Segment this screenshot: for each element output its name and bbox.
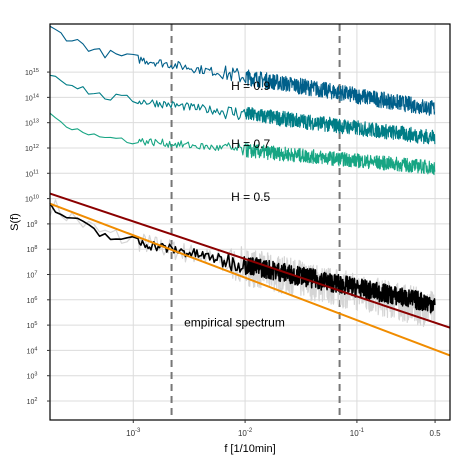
x-tick-exponent: -1 — [359, 428, 365, 434]
y-tick-base: 10 — [27, 298, 35, 305]
y-tick-exponent: 7 — [34, 271, 37, 277]
plot-background — [50, 24, 450, 420]
y-tick-exponent: 14 — [33, 93, 39, 99]
y-tick-exponent: 4 — [34, 346, 37, 352]
fit-line — [49, 192, 451, 329]
x-tick-layer: 10-3 10-2 10-1 0.5 — [126, 420, 441, 438]
y-tick-label: 1014 — [25, 93, 39, 102]
y-tick-label: 108 — [27, 245, 38, 254]
y-tick-layer: 1021031041051061071081091010101110121013… — [25, 68, 50, 406]
y-tick-base: 10 — [27, 273, 35, 280]
y-tick-label: 1012 — [25, 144, 39, 153]
fit-line — [49, 202, 451, 357]
y-tick-exponent: 8 — [34, 245, 37, 251]
y-tick-exponent: 3 — [34, 372, 37, 378]
y-tick-exponent: 9 — [34, 220, 37, 226]
y-tick-base: 10 — [25, 95, 33, 102]
y-tick-base: 10 — [27, 374, 35, 381]
y-tick-label: 102 — [27, 397, 38, 406]
fit-layer — [49, 192, 451, 357]
y-tick-exponent: 6 — [34, 296, 37, 302]
y-tick-base: 10 — [25, 171, 33, 178]
y-tick-label: 105 — [27, 321, 38, 330]
x-tick-exponent: -3 — [135, 428, 141, 434]
y-tick-exponent: 11 — [33, 169, 39, 175]
x-tick-label: 0.5 — [430, 429, 442, 438]
x-tick-label: 10-3 — [126, 428, 141, 438]
x-axis-label: f [1/10min] — [224, 443, 275, 455]
y-tick-base: 10 — [27, 323, 35, 330]
y-tick-base: 10 — [25, 197, 33, 204]
x-tick-label: 10-2 — [238, 428, 253, 438]
y-tick-label: 107 — [27, 271, 38, 280]
spectrum-series-line — [49, 25, 436, 116]
series-annotation: H = 0.9 — [231, 79, 270, 93]
spectrum-series-line — [49, 199, 436, 328]
series-annotation: empirical spectrum — [184, 315, 285, 329]
y-tick-base: 10 — [25, 146, 33, 153]
spectrum-series-line — [49, 112, 436, 176]
x-tick-exponent: -2 — [247, 428, 253, 434]
y-tick-exponent: 5 — [34, 321, 37, 327]
y-tick-exponent: 15 — [33, 68, 39, 74]
vline-layer — [170, 24, 341, 420]
x-tick-label: 10-1 — [350, 428, 365, 438]
annotation-layer: H = 0.9 H = 0.7 H = 0.5 empirical spectrum — [184, 79, 285, 330]
x-tick-base: 10 — [350, 429, 359, 438]
x-tick-base: 0.5 — [430, 429, 442, 438]
y-tick-exponent: 12 — [33, 144, 39, 150]
y-tick-exponent: 2 — [34, 397, 37, 403]
y-tick-base: 10 — [27, 348, 35, 355]
series-annotation: H = 0.5 — [231, 190, 270, 204]
x-tick-base: 10 — [238, 429, 247, 438]
y-tick-label: 103 — [27, 372, 38, 381]
plot-frame — [49, 23, 451, 421]
y-tick-exponent: 13 — [33, 119, 39, 125]
y-tick-base: 10 — [27, 222, 35, 229]
y-tick-label: 106 — [27, 296, 38, 305]
y-tick-base: 10 — [25, 121, 33, 128]
y-tick-base: 10 — [25, 70, 33, 77]
y-tick-label: 1011 — [25, 169, 39, 178]
y-tick-base: 10 — [27, 247, 35, 254]
spectrum-series-line — [49, 74, 436, 145]
x-tick-base: 10 — [126, 429, 135, 438]
series-annotation: H = 0.7 — [231, 137, 270, 151]
y-tick-label: 1013 — [25, 119, 39, 128]
y-tick-label: 109 — [27, 220, 38, 229]
y-tick-label: 1010 — [25, 195, 39, 204]
y-tick-exponent: 10 — [33, 195, 39, 201]
y-tick-label: 1015 — [25, 68, 39, 77]
y-tick-label: 104 — [27, 346, 38, 355]
y-axis-label: S(f) — [9, 213, 21, 231]
y-tick-base: 10 — [27, 399, 35, 406]
